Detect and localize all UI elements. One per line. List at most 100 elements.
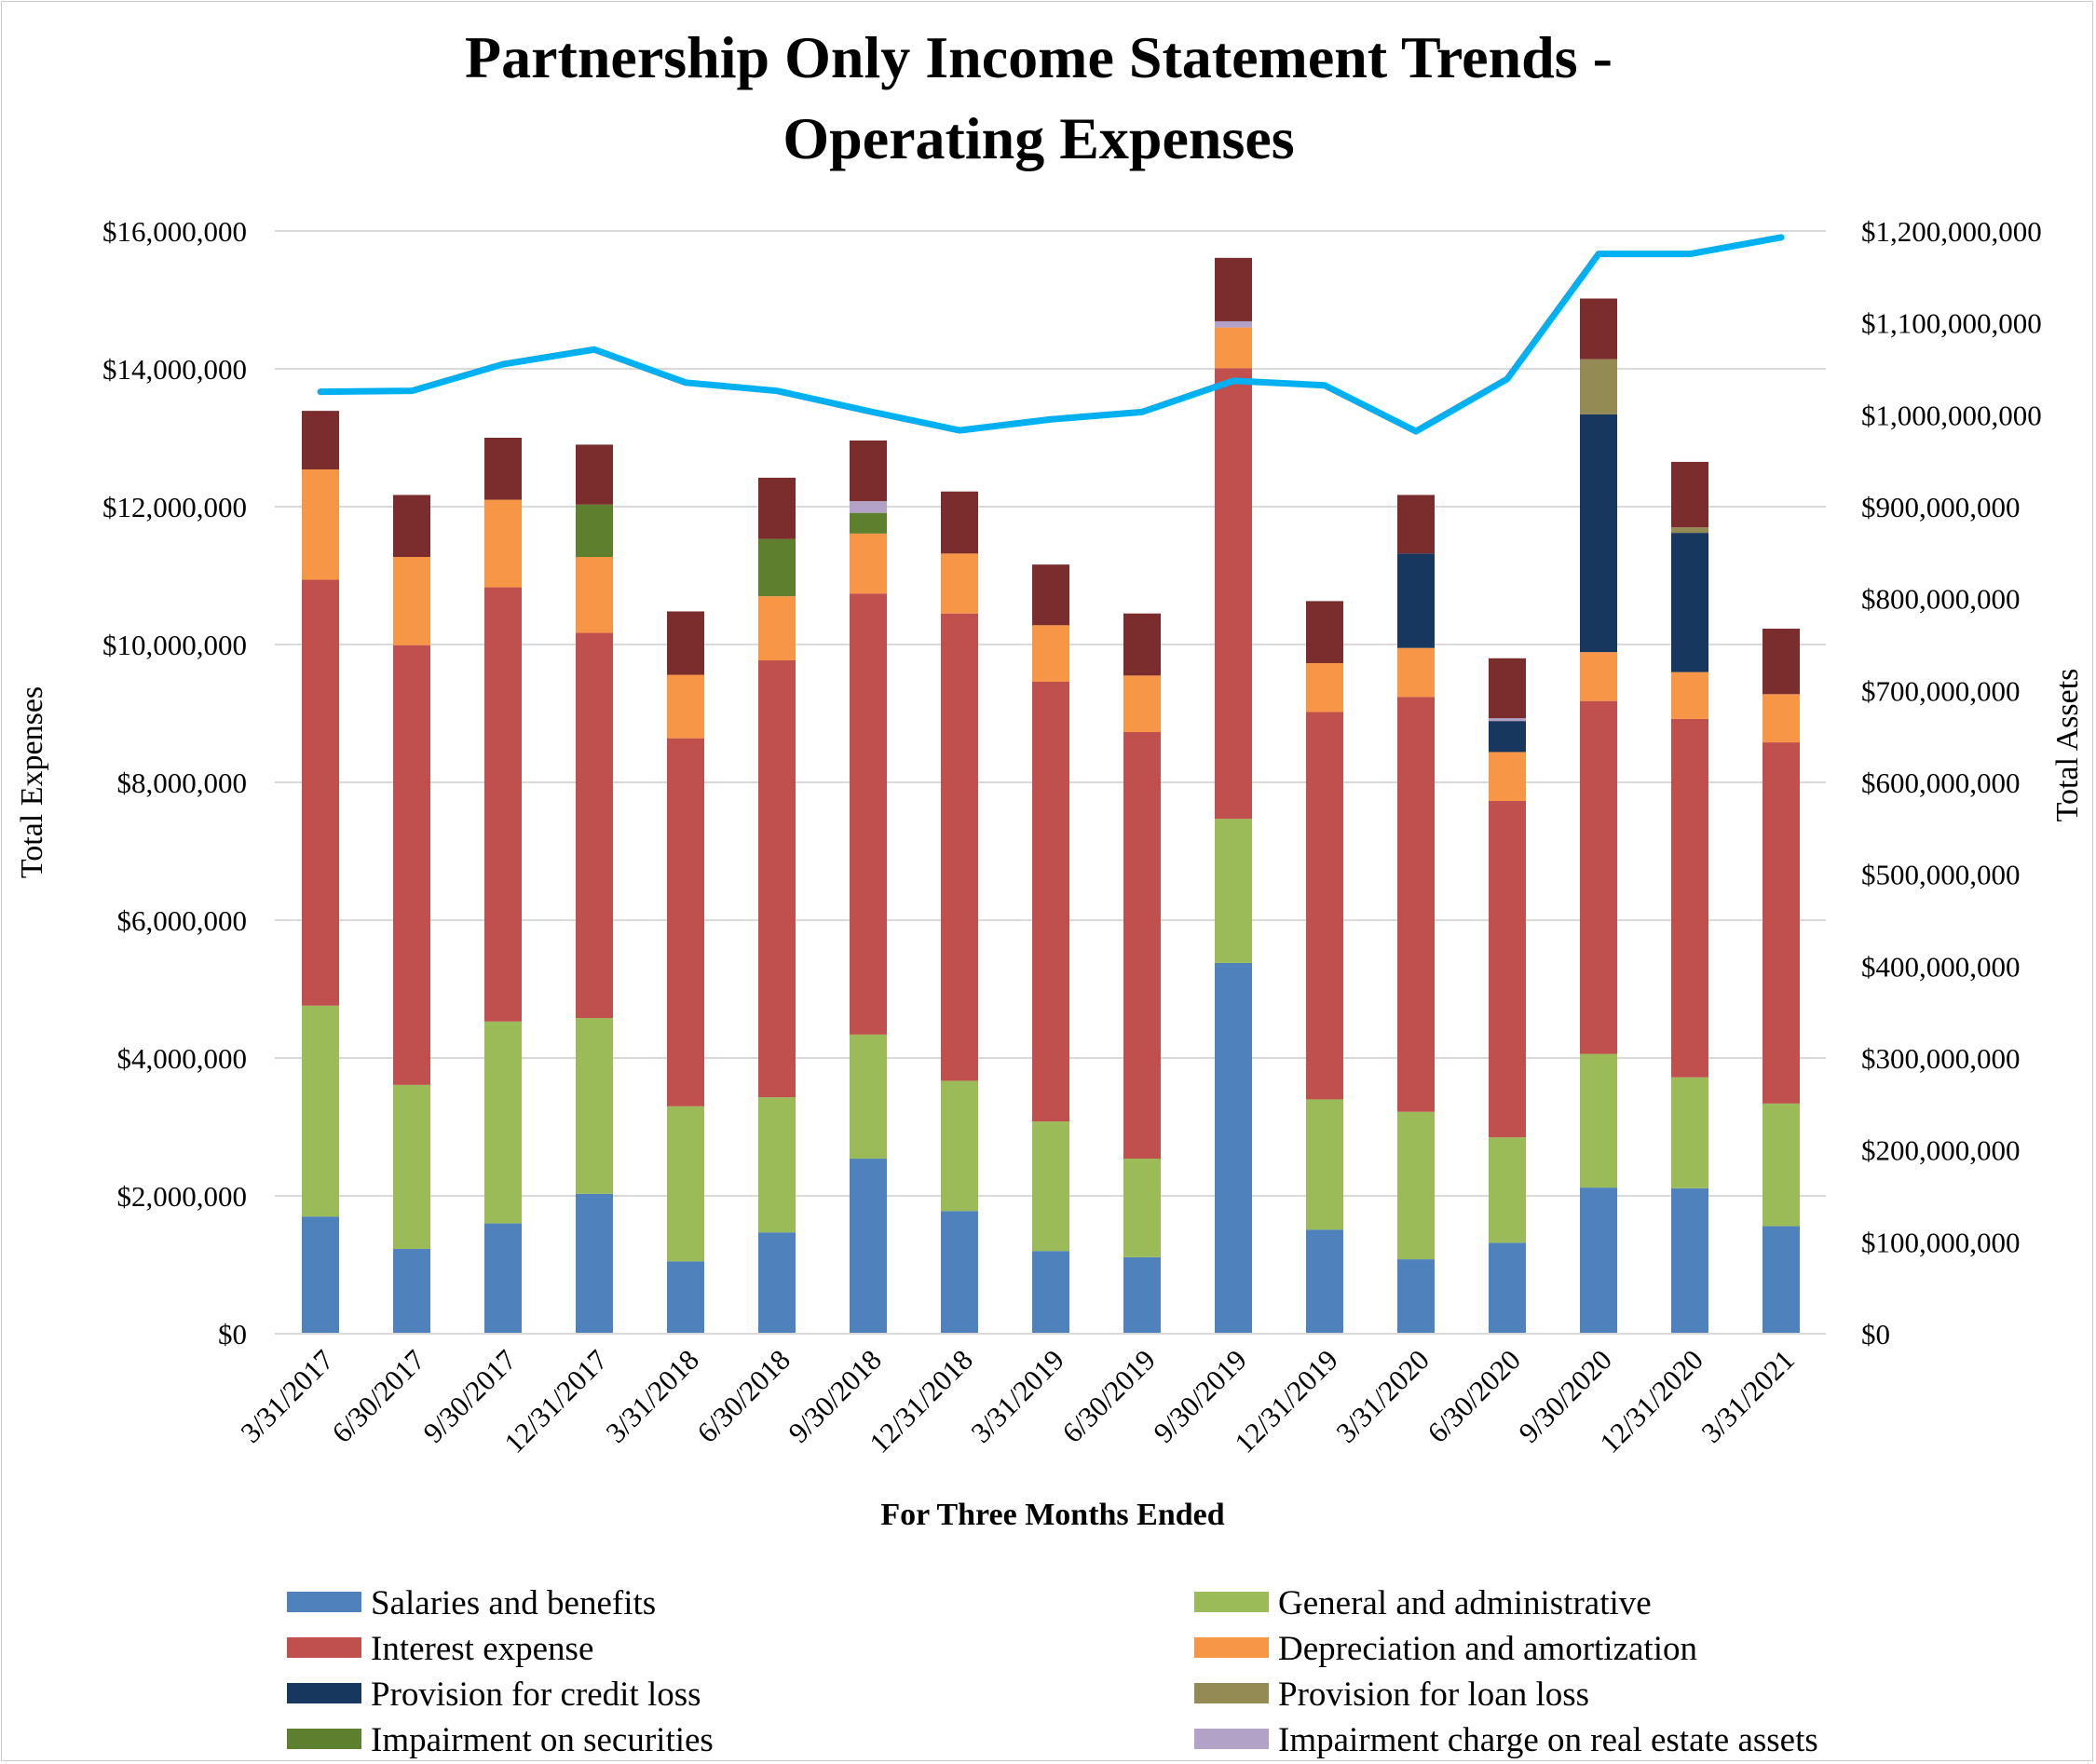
bar-segment (1763, 742, 1800, 1104)
gridlines (275, 230, 1826, 1197)
bar-segment (1489, 752, 1526, 801)
bar-segment (1215, 320, 1252, 328)
legend-label: Interest expense (371, 1630, 593, 1668)
y2-tick-label: $400,000,000 (1861, 950, 2021, 983)
y2-tick-label: $300,000,000 (1861, 1042, 2021, 1075)
bar-segment (484, 587, 522, 1022)
bar-segment (1489, 800, 1526, 1138)
bar-segment (758, 596, 796, 661)
bar-segment (1763, 694, 1800, 743)
bar-segment (758, 477, 796, 539)
bar-segment (1580, 298, 1617, 360)
bar-segment (576, 557, 613, 633)
bar-segment (1306, 601, 1343, 663)
x-tick-label: 6/30/2018 (690, 1343, 796, 1449)
y-axis-title: Total Expenses (15, 686, 49, 878)
bar-segment (850, 593, 887, 1035)
legend-label: Depreciation and amortization (1278, 1630, 1697, 1668)
bar-segment (758, 660, 796, 1098)
legend-swatch (1194, 1592, 1269, 1612)
y-tick-label: $10,000,000 (102, 629, 247, 661)
y-tick-label: $8,000,000 (117, 767, 248, 799)
x-axis-ticks: 3/31/20176/30/20179/30/201712/31/20173/3… (234, 1343, 1801, 1459)
legend-swatch (1194, 1683, 1269, 1703)
bar-segment (302, 1005, 339, 1217)
bar-segment (850, 1034, 887, 1160)
y-tick-label: $16,000,000 (102, 215, 247, 248)
bar-segment (1123, 1256, 1161, 1334)
bar-segment (1763, 1103, 1800, 1227)
bar-segment (1671, 1187, 1708, 1334)
bar-segment (484, 438, 522, 500)
bar-segment (1397, 553, 1435, 648)
bar-segment (1580, 700, 1617, 1054)
bar-segment (393, 1084, 430, 1249)
bar-segment (850, 501, 887, 513)
bar-segment (302, 579, 339, 1006)
bar-segment (576, 444, 613, 505)
right-axis-ticks: $0 $100,000,000 $200,000,000 $300,000,000 $4… (1861, 215, 2042, 1350)
bar-segment (1671, 533, 1708, 672)
bar-segment (1215, 327, 1252, 369)
bar-segment (1397, 697, 1435, 1112)
bar-segment (1032, 625, 1069, 682)
bar-segment (302, 469, 339, 580)
bar-segment (941, 613, 978, 1081)
bar-segment (1580, 414, 1617, 653)
bar-segment (393, 645, 430, 1085)
chart-title-line-1: Partnership Only Income Statement Trends… (465, 24, 1613, 90)
x-tick-label: 3/31/2021 (1694, 1343, 1801, 1449)
bar-segment (1306, 712, 1343, 1100)
bar-segment (576, 632, 613, 1019)
total-assets-line (317, 234, 1785, 435)
bar-segment (1671, 672, 1708, 719)
legend-label: Salaries and benefits (371, 1584, 656, 1622)
bar-segment (1671, 461, 1708, 528)
bar-segment (393, 495, 430, 558)
y2-tick-label: $800,000,000 (1861, 583, 2021, 616)
bar-segment (1215, 257, 1252, 321)
bar-segment (1123, 731, 1161, 1160)
bar-segment (393, 1248, 430, 1334)
bar-segment (576, 1018, 613, 1194)
y2-tick-label: $900,000,000 (1861, 491, 2021, 523)
chart-title-line-2: Operating Expenses (783, 105, 1294, 171)
y2-tick-label: $1,000,000,000 (1861, 399, 2042, 431)
legend-swatch (287, 1592, 361, 1612)
bar-segment (1032, 564, 1069, 626)
x-tick-label: 3/31/2020 (1329, 1343, 1436, 1449)
bar-segment (484, 1223, 522, 1334)
bar-segment (1032, 1251, 1069, 1334)
bar-segment (1397, 1111, 1435, 1260)
x-tick-label: 3/31/2018 (599, 1343, 705, 1449)
y-tick-label: $6,000,000 (117, 904, 248, 937)
bar-segment (1215, 819, 1252, 963)
bar-segment (1397, 495, 1435, 554)
legend-swatch (287, 1729, 361, 1749)
y2-tick-label: $500,000,000 (1861, 859, 2021, 891)
bar-segment (1763, 628, 1800, 695)
bar-segment (1489, 1137, 1526, 1243)
y-tick-label: $0 (218, 1318, 247, 1350)
y-tick-label: $14,000,000 (102, 353, 247, 386)
legend: Salaries and benefits General and adminis… (287, 1584, 1818, 1759)
bar-segment (758, 538, 796, 597)
x-tick-label: 3/31/2019 (964, 1343, 1070, 1449)
stacked-bars (302, 257, 1800, 1334)
bar-segment (1306, 1099, 1343, 1230)
legend-swatch (287, 1683, 361, 1703)
bar-segment (1671, 1077, 1708, 1188)
bar-segment (1580, 1187, 1617, 1334)
bar-segment (1580, 1053, 1617, 1188)
legend-label: Impairment on securities (371, 1721, 714, 1759)
bar-segment (1032, 1121, 1069, 1252)
bar-segment (850, 440, 887, 502)
bar-segment (1032, 681, 1069, 1122)
bar-segment (576, 504, 613, 558)
legend-swatch (1194, 1729, 1269, 1749)
bar-segment (1215, 962, 1252, 1334)
legend-label: Impairment charge on real estate assets (1278, 1721, 1818, 1759)
bar-segment (302, 411, 339, 470)
y2-tick-label: $600,000,000 (1861, 767, 2021, 799)
